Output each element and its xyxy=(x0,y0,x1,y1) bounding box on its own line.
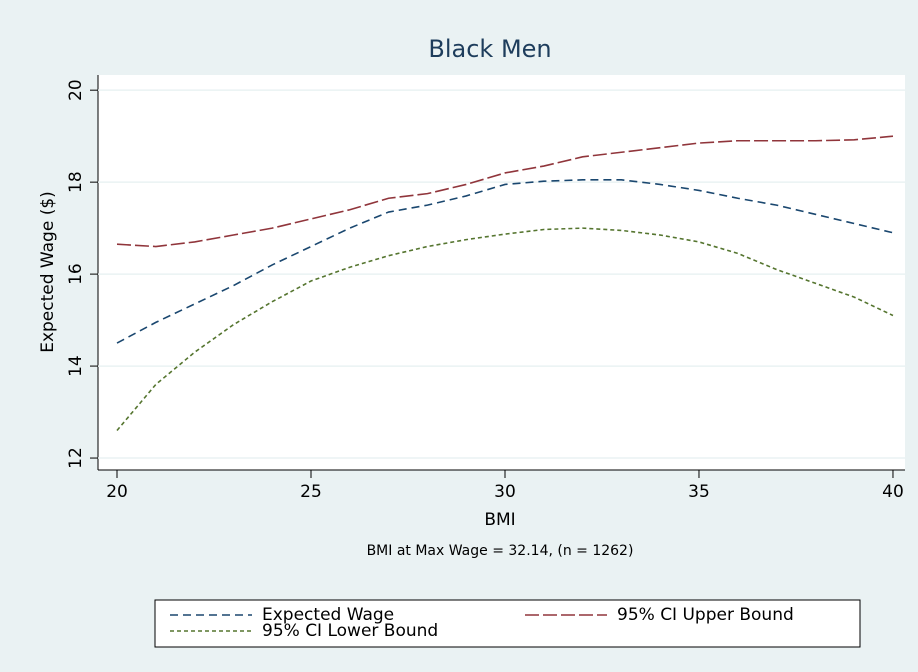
chart-title: Black Men xyxy=(428,35,551,63)
y-tick-label: 18 xyxy=(66,171,86,193)
x-tick-label: 35 xyxy=(688,482,710,502)
legend-label: 95% CI Lower Bound xyxy=(262,621,438,641)
line xyxy=(116,135,894,248)
x-axis-label: BMI xyxy=(484,510,515,530)
x-tick-label: 30 xyxy=(494,482,516,502)
y-tick-label: 12 xyxy=(66,447,86,469)
y-tick-label: 16 xyxy=(66,263,86,285)
x-tick-label: 25 xyxy=(300,482,322,502)
legend-label: Expected Wage xyxy=(262,605,394,625)
plot-area xyxy=(98,75,905,470)
note: BMI at Max Wage = 32.14, (n = 1262) xyxy=(367,543,634,559)
y-tick-label: 20 xyxy=(66,79,86,101)
y-axis-label: Expected Wage ($) xyxy=(38,191,58,353)
y-tick-label: 14 xyxy=(66,355,86,377)
x-tick-label: 20 xyxy=(106,482,128,502)
x-tick-label: 40 xyxy=(882,482,904,502)
line xyxy=(116,179,894,344)
legend xyxy=(154,599,861,648)
legend-label: 95% CI Upper Bound xyxy=(617,605,794,625)
